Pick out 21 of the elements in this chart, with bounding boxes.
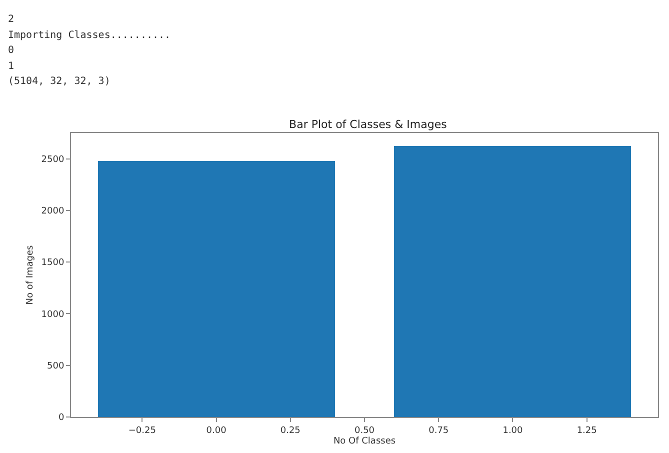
y-tick-label: 1500 <box>41 258 64 268</box>
x-tick-label: −0.25 <box>128 426 156 436</box>
x-tick-label: 1.25 <box>576 426 597 436</box>
x-tick-label: 0.75 <box>428 426 449 436</box>
text: (5104, 32, 32, 3) <box>8 75 112 89</box>
y-tick-label: 1000 <box>41 310 64 320</box>
x-tick-label: 0.00 <box>206 426 227 436</box>
text: 2 <box>8 13 16 27</box>
chart-title: Bar Plot of Classes & Images <box>289 118 448 131</box>
x-tick-label: 0.50 <box>354 426 375 436</box>
x-tick-label: 1.00 <box>502 426 524 436</box>
y-tick-label: 500 <box>47 362 64 372</box>
text: 1 <box>8 60 16 74</box>
y-tick-label: 0 <box>58 413 64 424</box>
y-tick-label: 2500 <box>41 154 64 165</box>
y-axis-title: No of Images <box>26 244 36 305</box>
y-tick-label: 2000 <box>41 206 64 217</box>
text: 0 <box>8 44 16 58</box>
x-axis-title: No Of Classes <box>333 436 396 447</box>
text: Importing Classes.......... <box>8 28 171 42</box>
x-tick-label: 0.25 <box>280 426 300 436</box>
